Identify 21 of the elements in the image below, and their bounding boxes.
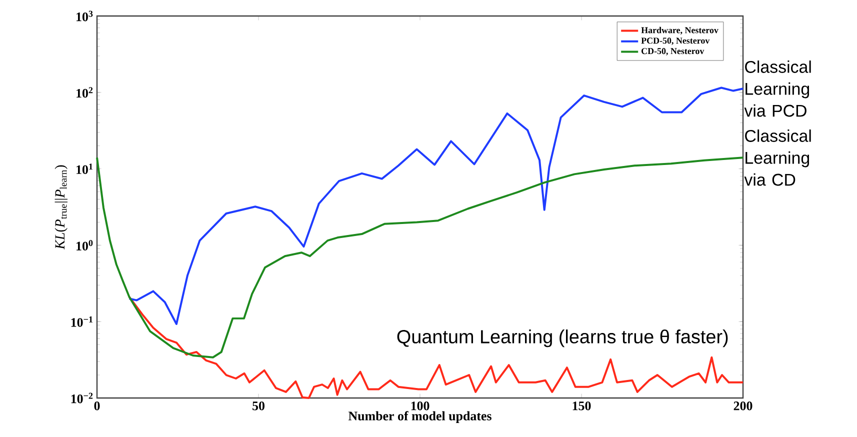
y-axis-title: KL(P$_{true}$||P$_{learn}$) bbox=[54, 165, 68, 250]
legend-label: PCD-50, Nesterov bbox=[641, 38, 710, 45]
y-tick-label: 10$^{−1}$ bbox=[71, 316, 93, 327]
line-series bbox=[96, 156, 744, 358]
annotation: Classical Learning via CD bbox=[744, 130, 811, 186]
x-tick-label: 100 bbox=[411, 402, 430, 410]
x-tick-label: 150 bbox=[572, 402, 591, 410]
x-tick-label: 200 bbox=[734, 402, 752, 410]
y-tick-label: 10$^{−2}$ bbox=[71, 392, 93, 404]
annotation: Classical Learning via PCD bbox=[744, 60, 811, 117]
y-tick-label: 10$^{1}$ bbox=[76, 164, 93, 174]
y-tick-label: 10$^{0}$ bbox=[76, 240, 93, 250]
x-axis-title: Number of model updates bbox=[348, 411, 492, 423]
y-tick-label: 10$^{3}$ bbox=[76, 10, 93, 22]
x-tick-label: 50 bbox=[252, 402, 264, 410]
line-series bbox=[128, 86, 744, 326]
annotation: Quantum Learning (learns true θ faster) bbox=[397, 329, 728, 348]
legend-label: Hardware, Nesterov bbox=[641, 26, 718, 35]
legend-label: CD-50, Nesterov bbox=[642, 48, 704, 56]
y-tick-label: 10$^{2}$ bbox=[76, 87, 93, 98]
x-tick-label: 0 bbox=[94, 402, 100, 410]
